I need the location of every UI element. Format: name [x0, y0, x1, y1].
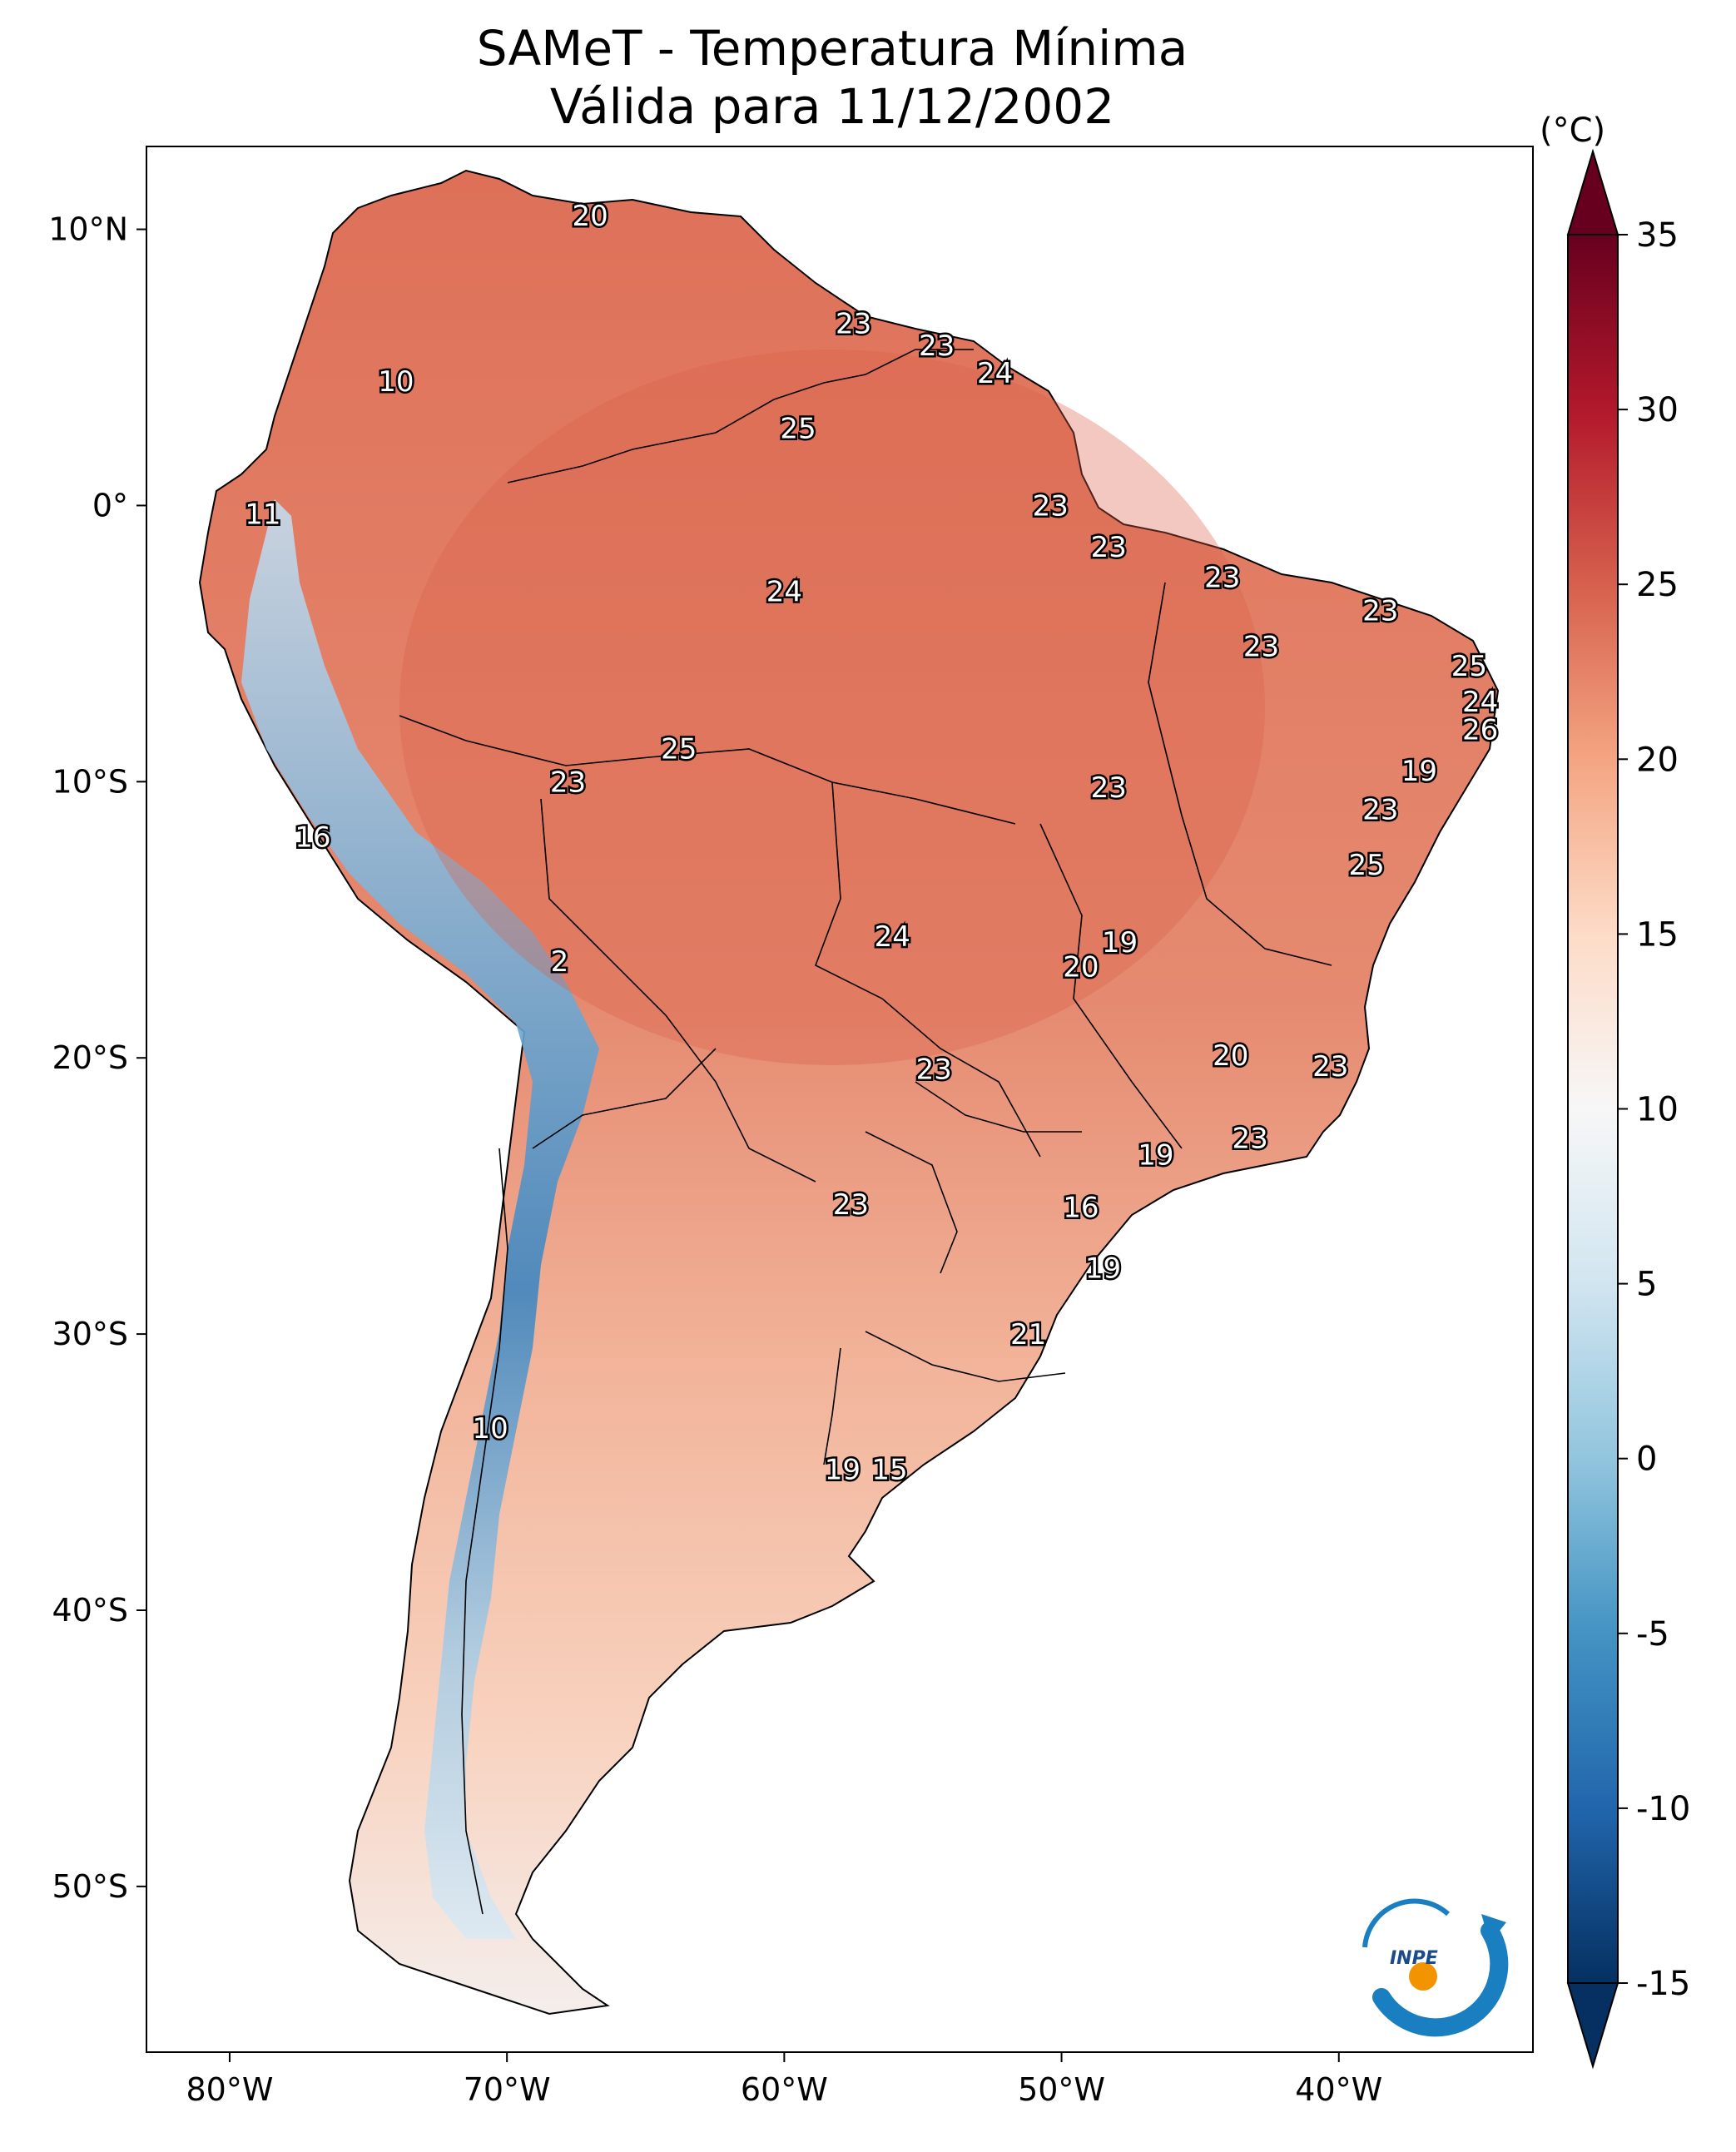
- andes-cold-band: [241, 499, 599, 1939]
- station-value-label: 20: [1213, 1039, 1248, 1073]
- colorbar-tick-label: -15: [1636, 1965, 1690, 2003]
- station-value-label: 25: [661, 733, 697, 766]
- station-value-label: 19: [1102, 926, 1138, 959]
- station-value-label: 23: [919, 330, 955, 363]
- lat-tick-label: 40°S: [52, 1592, 128, 1629]
- station-value-label: 24: [977, 357, 1013, 390]
- political-borders: [399, 349, 1332, 1915]
- colorbar-tick-label: -10: [1636, 1790, 1690, 1828]
- colorbar-tick-label: 30: [1636, 391, 1679, 429]
- station-value-label: 20: [1063, 951, 1099, 984]
- colorbar-tick-label: 5: [1636, 1266, 1657, 1304]
- inpe-logo-text: INPE: [1390, 1948, 1438, 1969]
- station-value-label: 10: [378, 365, 414, 399]
- warm-interior-region: [399, 350, 1265, 1065]
- colorbar-tick-label: 25: [1636, 566, 1679, 604]
- colorbar-tick-label: 0: [1636, 1440, 1657, 1479]
- lon-tick-label: 50°W: [1018, 2071, 1105, 2108]
- lat-tick-label: 0°: [92, 487, 128, 523]
- lon-tick-label: 40°W: [1295, 2071, 1382, 2108]
- station-value-label: 23: [833, 1188, 869, 1222]
- station-value-label: 24: [1462, 686, 1498, 719]
- lat-tick-label: 50°S: [52, 1868, 128, 1905]
- colorbar-tick-label: 10: [1636, 1091, 1679, 1129]
- station-value-label: 2: [551, 945, 569, 979]
- station-value-label: 23: [1243, 631, 1279, 664]
- station-value-label: 19: [825, 1454, 861, 1487]
- station-value-label: 23: [1033, 489, 1069, 523]
- station-value-label: 26: [1462, 713, 1498, 746]
- south-america-landmass: [198, 169, 1500, 2016]
- colorbar-min-extend: [1566, 1982, 1619, 2070]
- map-area: [146, 146, 1533, 2052]
- colorbar-tick-label: 20: [1636, 741, 1679, 779]
- longitude-axis: 80°W 70°W 60°W 50°W 40°W: [186, 2052, 1382, 2108]
- station-value-label: 15: [871, 1454, 907, 1487]
- station-value-label: 10: [473, 1412, 508, 1445]
- lat-tick-label: 30°S: [52, 1316, 128, 1352]
- station-value-label: 23: [1204, 562, 1240, 595]
- station-value-label: 19: [1138, 1138, 1173, 1172]
- lon-tick-label: 60°W: [741, 2071, 828, 2108]
- map-frame: [146, 146, 1534, 2053]
- station-value-label: 25: [780, 413, 816, 446]
- station-value-label: 23: [1362, 595, 1398, 628]
- lon-tick-label: 70°W: [464, 2071, 551, 2108]
- station-value-label: 23: [836, 307, 871, 340]
- station-value-label: 16: [295, 821, 330, 855]
- map-title: SAMeT - Temperatura Mínima: [477, 20, 1188, 77]
- colorbar-ticks: 35 30 25 20 15 10 5 0 -5 -10 -15: [1618, 216, 1690, 2003]
- station-value-label: 23: [1362, 794, 1398, 827]
- station-value-label: 25: [1451, 650, 1487, 683]
- station-value-label: 24: [766, 575, 802, 608]
- station-value-label: 11: [245, 498, 280, 531]
- inpe-logo: INPE: [1362, 1898, 1509, 2037]
- station-value-label: 21: [1010, 1318, 1046, 1351]
- station-value-label: 20: [572, 200, 608, 233]
- colorbar-tick-label: -5: [1636, 1615, 1669, 1654]
- lon-tick-label: 80°W: [186, 2071, 273, 2108]
- colorbar-unit: (°C): [1540, 112, 1605, 150]
- map-subtitle: Válida para 11/12/2002: [550, 78, 1114, 135]
- colorbar-tick-label: 15: [1636, 915, 1679, 954]
- station-value-label: 25: [1348, 849, 1384, 882]
- colorbar-tick-label: 35: [1636, 216, 1679, 255]
- station-value-label: 16: [1063, 1191, 1099, 1224]
- station-value-label: 24: [875, 920, 910, 954]
- station-value-label: 19: [1085, 1252, 1121, 1285]
- station-value-label: 23: [1312, 1050, 1348, 1083]
- station-value-label: 19: [1401, 755, 1437, 788]
- station-value-label: 23: [550, 766, 586, 799]
- latitude-axis: 10°N 0° 10°S 20°S 30°S 40°S 50°S: [48, 211, 146, 1905]
- lat-tick-label: 20°S: [52, 1039, 128, 1076]
- lat-tick-label: 10°N: [48, 211, 128, 248]
- station-value-label: 23: [916, 1053, 952, 1086]
- station-value-label: 23: [1233, 1122, 1268, 1155]
- colorbar-gradient: [1567, 234, 1619, 1984]
- colorbar: (°C) 35 30 25 20 15 10 5 0 -5 -10 -15: [1540, 112, 1690, 2070]
- station-value-label: 23: [1091, 771, 1127, 805]
- station-value-label: 23: [1091, 531, 1127, 564]
- lat-tick-label: 10°S: [52, 763, 128, 800]
- colorbar-max-extend: [1566, 148, 1619, 236]
